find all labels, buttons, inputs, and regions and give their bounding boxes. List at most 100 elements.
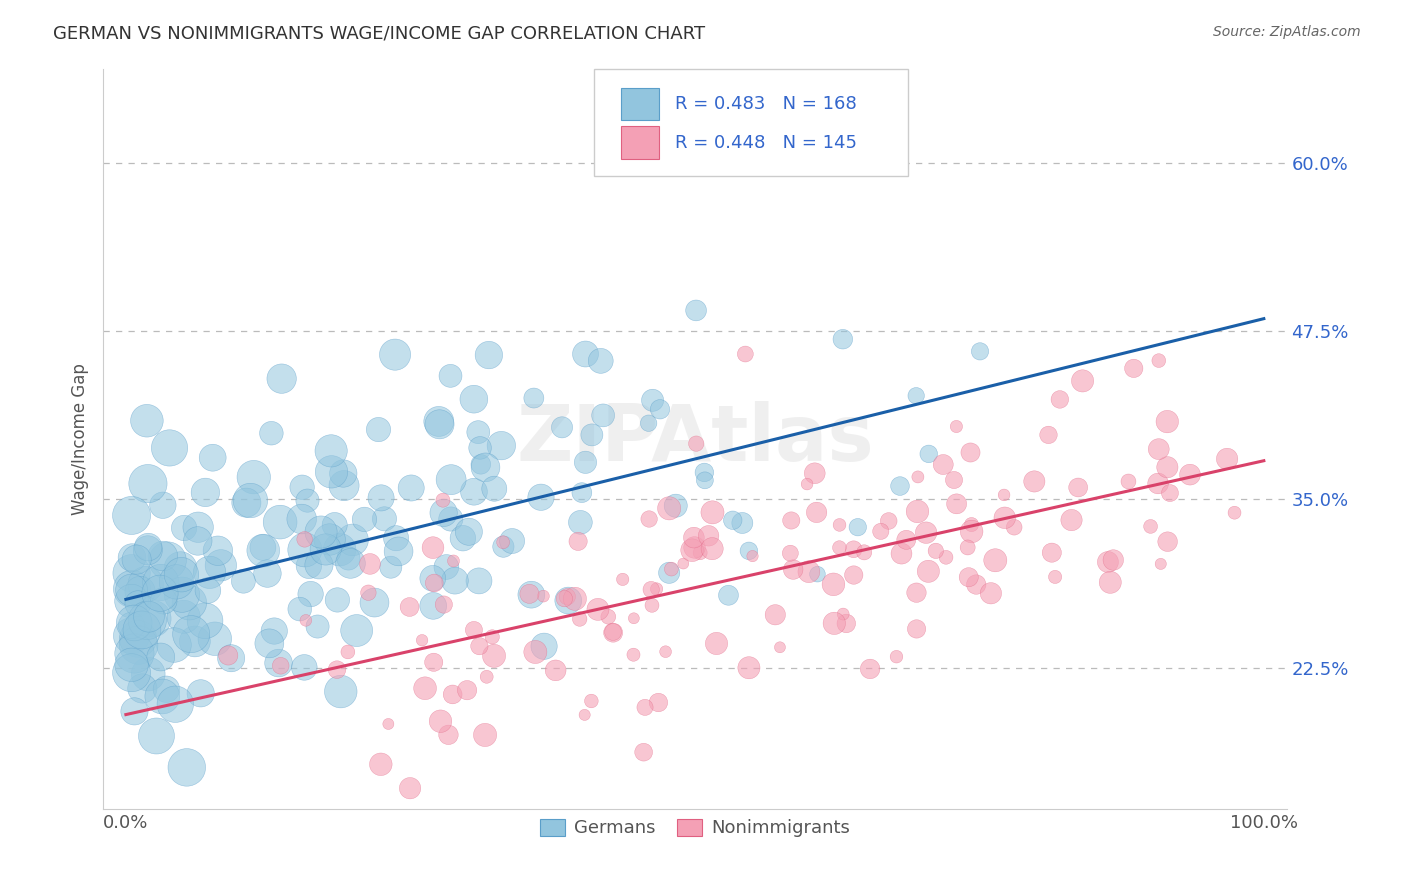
Point — [1024, 475, 1046, 489]
Point — [321, 443, 343, 458]
Point — [423, 576, 446, 591]
Point — [357, 585, 380, 599]
Point — [152, 498, 174, 512]
Point — [564, 591, 586, 606]
Point — [492, 540, 515, 554]
Point — [121, 657, 143, 672]
Point — [886, 649, 908, 664]
Point — [648, 402, 671, 417]
Point — [370, 757, 392, 772]
Point — [1122, 361, 1144, 376]
Point — [184, 634, 207, 648]
Point — [681, 543, 703, 558]
Point — [444, 574, 467, 588]
Point — [121, 594, 143, 608]
Point — [567, 534, 589, 549]
FancyBboxPatch shape — [595, 69, 908, 176]
Point — [659, 562, 682, 576]
Point — [782, 563, 804, 577]
Point — [531, 589, 554, 603]
Point — [457, 524, 479, 539]
Point — [242, 470, 264, 484]
Point — [828, 517, 851, 532]
Point — [136, 667, 159, 681]
Point — [269, 515, 291, 529]
Point — [918, 447, 941, 461]
Point — [429, 417, 451, 432]
Point — [780, 514, 803, 528]
Point — [315, 542, 337, 557]
Point — [326, 663, 349, 677]
Point — [297, 493, 319, 508]
Point — [422, 571, 444, 585]
Point — [441, 688, 464, 702]
Point — [136, 540, 159, 554]
Point — [1067, 481, 1090, 495]
Point — [260, 426, 283, 441]
Point — [235, 496, 257, 510]
Point — [131, 681, 153, 696]
Point — [612, 573, 634, 587]
Point — [1156, 460, 1178, 475]
Point — [685, 436, 707, 450]
Point — [432, 493, 454, 508]
Point — [288, 602, 311, 616]
Point — [823, 616, 845, 631]
Point — [568, 612, 591, 626]
Point — [122, 615, 145, 630]
Point — [173, 609, 195, 624]
Point — [387, 544, 409, 558]
Point — [152, 549, 174, 563]
Point — [890, 547, 912, 561]
Point — [520, 588, 543, 602]
FancyBboxPatch shape — [621, 127, 659, 159]
Legend: Germans, Nonimmigrants: Germans, Nonimmigrants — [533, 812, 858, 845]
Point — [165, 697, 187, 711]
Point — [129, 584, 152, 599]
Point — [291, 512, 314, 526]
Point — [907, 470, 929, 484]
Point — [1150, 557, 1173, 571]
Point — [399, 481, 422, 495]
Point — [544, 664, 567, 678]
Point — [574, 347, 596, 361]
Point — [385, 531, 408, 545]
Point — [842, 568, 865, 582]
Point — [252, 543, 274, 558]
Point — [1043, 570, 1066, 584]
Point — [437, 728, 460, 742]
Point — [470, 458, 492, 472]
Point — [960, 517, 983, 532]
Point — [194, 485, 217, 500]
Point — [342, 533, 364, 547]
Point — [149, 575, 172, 590]
Point — [717, 588, 740, 602]
Point — [905, 622, 928, 636]
Point — [581, 694, 603, 708]
Point — [121, 629, 143, 643]
Point — [969, 344, 991, 359]
Point — [555, 590, 578, 604]
Point — [877, 514, 900, 528]
Point — [398, 599, 420, 614]
Point — [294, 533, 316, 547]
Point — [1216, 451, 1239, 466]
Point — [484, 482, 506, 496]
Point — [323, 518, 346, 533]
Point — [683, 541, 706, 555]
Point — [672, 557, 695, 571]
Point — [267, 656, 290, 670]
Point — [634, 700, 657, 714]
Point — [869, 524, 891, 539]
Point — [779, 546, 801, 560]
Point — [422, 541, 444, 555]
Point — [1139, 519, 1161, 533]
Point — [702, 541, 724, 556]
Point — [150, 690, 173, 704]
Point — [336, 645, 359, 659]
Point — [138, 609, 160, 624]
Point — [475, 670, 498, 684]
Point — [252, 541, 274, 555]
Point — [1097, 555, 1119, 569]
Point — [359, 557, 381, 571]
